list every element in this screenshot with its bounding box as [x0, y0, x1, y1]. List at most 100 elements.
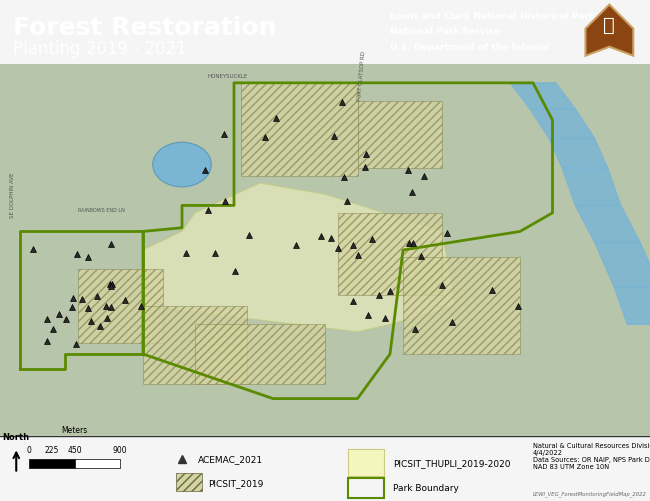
Text: 🏔: 🏔	[603, 16, 616, 35]
Point	[243, 232, 254, 240]
Text: LEWI_VEG_ForestMonitoringFieldMap_2022: LEWI_VEG_ForestMonitoringFieldMap_2022	[533, 490, 647, 496]
Point	[348, 297, 358, 305]
Point	[380, 315, 391, 323]
Text: ACEMAC_2021: ACEMAC_2021	[198, 454, 263, 463]
Text: 225: 225	[45, 445, 59, 454]
Point	[316, 232, 326, 240]
Text: Forest Restoration: Forest Restoration	[13, 16, 276, 40]
Bar	[176, 473, 202, 491]
Point	[203, 206, 213, 214]
Point	[83, 254, 94, 262]
Point	[337, 99, 347, 107]
Point	[404, 239, 414, 247]
Point	[359, 164, 370, 172]
Ellipse shape	[153, 143, 211, 187]
Text: HONEYSUCKLE: HONEYSUCKLE	[208, 74, 248, 79]
Polygon shape	[358, 102, 442, 169]
Point	[363, 311, 373, 319]
Bar	[348, 449, 383, 476]
Text: Lewis and Clark National Historical Park: Lewis and Clark National Historical Park	[390, 12, 595, 21]
Text: PICSIT_THUPLI_2019-2020: PICSIT_THUPLI_2019-2020	[393, 458, 511, 467]
Point	[95, 323, 105, 331]
Point	[487, 287, 497, 295]
Point	[102, 315, 112, 323]
Point	[218, 131, 229, 139]
Polygon shape	[240, 84, 358, 176]
Point	[374, 292, 385, 300]
Text: 900: 900	[113, 445, 127, 454]
Point	[326, 234, 336, 242]
Polygon shape	[195, 325, 325, 384]
Point	[70, 340, 81, 348]
Point	[437, 281, 447, 289]
Point	[291, 241, 301, 249]
Polygon shape	[562, 169, 621, 206]
Point	[72, 251, 83, 259]
Point	[101, 303, 111, 311]
Point	[339, 173, 350, 181]
Point	[105, 282, 116, 290]
Point	[447, 319, 457, 327]
Point	[105, 240, 116, 248]
Text: SE DOLPHIN AVE: SE DOLPHIN AVE	[10, 172, 16, 217]
Polygon shape	[614, 288, 650, 325]
Polygon shape	[338, 213, 442, 295]
Point	[210, 249, 220, 258]
Text: Planting 2019 - 2021: Planting 2019 - 2021	[13, 41, 187, 58]
Text: U.S. Department of the Interior: U.S. Department of the Interior	[390, 43, 551, 52]
Bar	[348, 478, 383, 498]
Point	[106, 303, 116, 311]
Point	[353, 252, 363, 260]
Polygon shape	[575, 206, 640, 243]
Text: 450: 450	[68, 445, 82, 454]
Bar	[75, 459, 120, 468]
Point	[200, 167, 210, 175]
Point	[367, 235, 377, 243]
Point	[85, 318, 96, 326]
Bar	[29, 459, 75, 468]
Text: Meters: Meters	[62, 426, 88, 434]
Point	[361, 151, 371, 159]
Text: Park Boundary: Park Boundary	[393, 483, 459, 492]
Text: Natural & Cultural Resources Division
4/4/2022
Data Sources: OR NAIP, NPS Park D: Natural & Cultural Resources Division 4/…	[533, 442, 650, 469]
Point	[419, 172, 429, 180]
Polygon shape	[143, 306, 247, 384]
Text: National Park Service: National Park Service	[390, 28, 500, 37]
Point	[402, 167, 413, 175]
Point	[47, 325, 58, 333]
Point	[42, 315, 52, 323]
Point	[442, 230, 452, 238]
Point	[410, 325, 421, 333]
Point	[105, 280, 116, 288]
Point	[385, 287, 396, 295]
Point	[83, 304, 94, 312]
Point	[42, 338, 53, 346]
Point	[77, 296, 88, 304]
Polygon shape	[595, 243, 650, 288]
Text: FORT CLATSOP RD: FORT CLATSOP RD	[358, 51, 367, 101]
Text: 0: 0	[27, 445, 32, 454]
Polygon shape	[586, 6, 633, 57]
Point	[68, 295, 78, 303]
Point	[181, 249, 192, 257]
Point	[55, 310, 65, 318]
Polygon shape	[549, 139, 608, 169]
Point	[407, 189, 417, 197]
Point	[220, 197, 231, 205]
Polygon shape	[403, 258, 520, 354]
Polygon shape	[143, 184, 455, 332]
Polygon shape	[510, 84, 575, 110]
Point	[28, 245, 38, 254]
Point	[67, 303, 77, 311]
Point	[61, 316, 72, 324]
Point	[408, 240, 418, 248]
Point	[513, 302, 523, 310]
Point	[347, 241, 358, 249]
Point	[107, 281, 118, 289]
Point	[120, 297, 131, 305]
Point	[260, 133, 270, 141]
Point	[136, 302, 146, 310]
Point	[333, 244, 343, 253]
Polygon shape	[78, 269, 162, 343]
Point	[416, 253, 426, 261]
